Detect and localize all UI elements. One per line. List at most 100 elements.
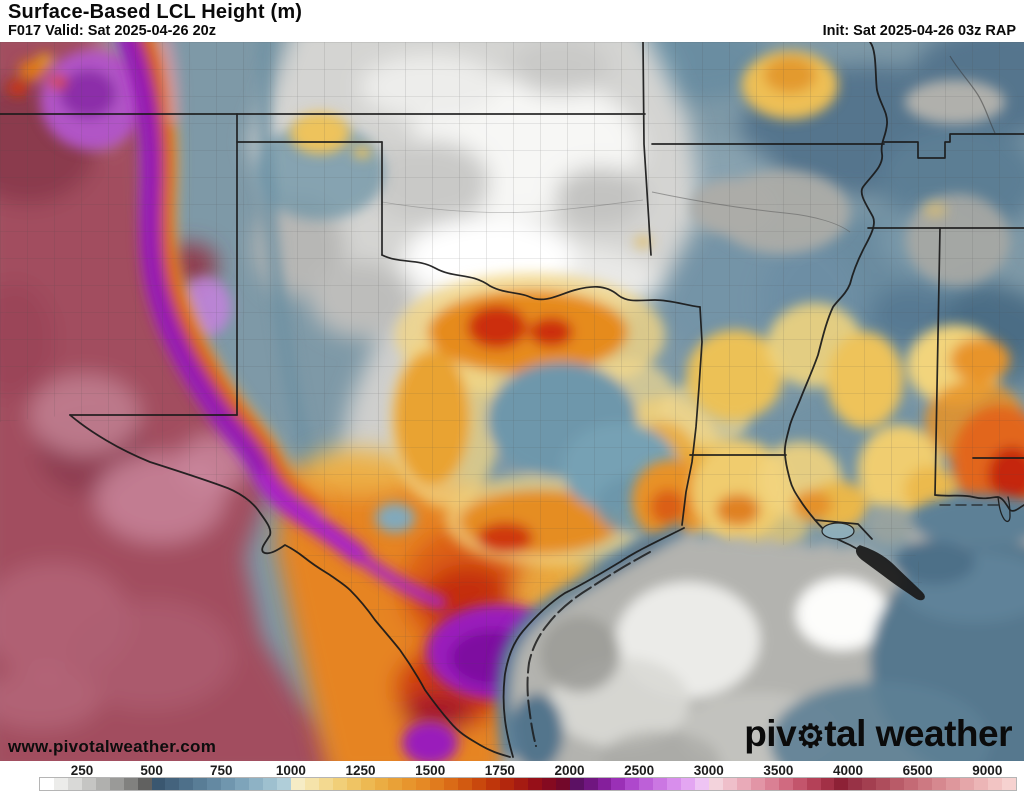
colorbar-segment [722, 778, 737, 790]
colorbar-segment [458, 778, 473, 790]
header: Surface-Based LCL Height (m) F017 Valid:… [0, 0, 1024, 42]
colorbar-segment [416, 778, 431, 790]
colorbar-segment [764, 778, 779, 790]
colorbar-segment [249, 778, 263, 790]
colorbar-segment [276, 778, 291, 790]
colorbar-tick-label: 250 [70, 763, 94, 778]
colorbar-segment [151, 778, 166, 790]
weather-map: www.pivotalweather.com piv⚙tal weather [0, 42, 1024, 761]
colorbar-segment [792, 778, 807, 790]
colorbar-tick-label: 9000 [972, 763, 1003, 778]
colorbar-segment [834, 778, 849, 790]
rio-grande-river [69, 414, 511, 758]
colorbar-segment [388, 778, 403, 790]
colorbar-segment [374, 778, 389, 790]
colorbar-segment [583, 778, 598, 790]
lake-pontchartrain [821, 522, 855, 540]
colorbar-segment [667, 778, 682, 790]
colorbar-segment [750, 778, 765, 790]
page-title: Surface-Based LCL Height (m) [8, 1, 303, 23]
colorbar-segment [959, 778, 974, 790]
colorbar-segment [778, 778, 793, 790]
colorbar-tick-label: 3500 [763, 763, 794, 778]
colorbar-segment [695, 778, 709, 790]
colorbar-tick-label: 1750 [484, 763, 515, 778]
gulf-of-mexico [495, 494, 1024, 761]
colorbar-segment [263, 778, 277, 790]
colorbar-segment [862, 778, 877, 790]
colorbar-segment [820, 778, 835, 790]
colorbar-segment [876, 778, 891, 790]
colorbar-segment [402, 778, 417, 790]
colorbar-segment [848, 778, 863, 790]
colorbar-tick-label: 500 [140, 763, 163, 778]
colorbar-segment [709, 778, 723, 790]
colorbar-segment [597, 778, 612, 790]
colorbar-segment [918, 778, 932, 790]
colorbar-segment [430, 778, 445, 790]
colorbar-segment [81, 778, 96, 790]
colorbar-segment [472, 778, 486, 790]
colorbar-segment [53, 778, 68, 790]
pivotal-weather-logo: piv⚙tal weather [744, 713, 1012, 755]
colorbar-segment [95, 778, 110, 790]
colorbar-segment [499, 778, 514, 790]
color-field [0, 42, 1024, 761]
colorbar-segment [486, 778, 500, 790]
colorbar-tick-label: 750 [210, 763, 233, 778]
colorbar-segment [67, 778, 82, 790]
mobile-bay [997, 496, 1011, 523]
colorbar-tick-label: 2000 [554, 763, 585, 778]
colorbar-segment [932, 778, 946, 790]
forecast-valid-label: F017 Valid: Sat 2025-04-26 20z [8, 23, 216, 39]
colorbar-tick-label: 1000 [275, 763, 306, 778]
texas-coastline [502, 527, 685, 758]
colorbar-segment [193, 778, 208, 790]
colorbar-segment [513, 778, 528, 790]
colorbar-segment [290, 778, 305, 790]
colorbar-segment [221, 778, 236, 790]
colorbar-tick-label: 1500 [415, 763, 446, 778]
colorbar-segment [973, 778, 988, 790]
colorbar-tick-label: 4000 [833, 763, 864, 778]
subtitle-row: F017 Valid: Sat 2025-04-26 20z Init: Sat… [8, 23, 1016, 40]
logo-text-tal: tal [824, 713, 866, 754]
logo-text-weather: weather [865, 713, 1013, 754]
colorbar-segment [541, 778, 556, 790]
colorbar-segment [681, 778, 696, 790]
minor-rivers [381, 55, 996, 233]
colorbar-segment [332, 778, 347, 790]
gear-icon: ⚙ [796, 718, 825, 754]
colorbar-segment [527, 778, 542, 790]
colorbar-footer: 250 500 750 1000 1250 1500 1750 2000 2500 3000 350… [0, 761, 1024, 791]
colorbar-tick-label: 1250 [345, 763, 376, 778]
colorbar-tick-label: 6500 [902, 763, 933, 778]
colorbar-segment [360, 778, 375, 790]
colorbar [39, 777, 1017, 791]
colorbar-segment [165, 778, 180, 790]
colorbar-tick-label: 2500 [624, 763, 655, 778]
colorbar-segment [653, 778, 668, 790]
map-image [0, 42, 1024, 761]
barrier-islands [526, 551, 651, 747]
colorbar-segment [904, 778, 919, 790]
colorbar-segment [806, 778, 821, 790]
colorbar-segment [40, 778, 54, 790]
colorbar-segment [569, 778, 584, 790]
mississippi-delta [856, 545, 925, 601]
colorbar-segment [109, 778, 124, 790]
colorbar-segment [555, 778, 570, 790]
colorbar-segment [987, 778, 1002, 790]
state-borders [0, 42, 1024, 758]
colorbar-segment [639, 778, 654, 790]
colorbar-segment [346, 778, 361, 790]
colorbar-segment [736, 778, 751, 790]
colorbar-segment [207, 778, 222, 790]
colorbar-segment [1001, 778, 1016, 790]
colorbar-segment [123, 778, 138, 790]
colorbar-segment [890, 778, 905, 790]
colorbar-segment [137, 778, 152, 790]
model-init-label: Init: Sat 2025-04-26 03z RAP [822, 23, 1016, 39]
colorbar-segment [304, 778, 319, 790]
colorbar-segment [625, 778, 640, 790]
